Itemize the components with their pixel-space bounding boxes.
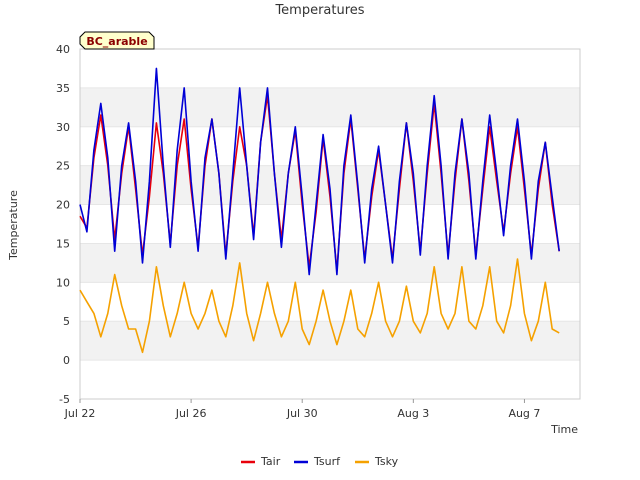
y-tick-label: 0 bbox=[63, 354, 70, 367]
grid-band bbox=[80, 360, 580, 399]
x-tick-label: Aug 7 bbox=[508, 407, 540, 420]
x-tick-label: Jul 30 bbox=[286, 407, 318, 420]
legend-label-tsky: Tsky bbox=[374, 455, 399, 468]
legend-label-tair: Tair bbox=[260, 455, 281, 468]
x-axis: Jul 22 Jul 26 Jul 30 Aug 3 Aug 7 bbox=[64, 399, 540, 420]
chart-title: Temperatures bbox=[274, 3, 364, 18]
grid-band bbox=[80, 282, 580, 322]
site-badge-label: BC_arable bbox=[86, 35, 147, 48]
grid-bands bbox=[80, 49, 580, 400]
x-tick-label: Jul 22 bbox=[64, 407, 96, 420]
y-tick-label: 35 bbox=[56, 82, 70, 95]
y-tick-label: 20 bbox=[56, 199, 70, 212]
site-badge: BC_arable bbox=[79, 31, 155, 50]
site-badge-box bbox=[79, 31, 155, 50]
grid-band bbox=[80, 204, 580, 244]
y-tick-label: 25 bbox=[56, 160, 70, 173]
grid-band bbox=[80, 243, 580, 283]
legend: Tair Tsurf Tsky bbox=[241, 455, 399, 468]
y-tick-label: -5 bbox=[59, 393, 70, 406]
series-line-tsurf bbox=[79, 67, 560, 276]
y-tick-label: 15 bbox=[56, 237, 70, 250]
y-axis: -5 0 5 10 15 20 25 30 35 40 bbox=[56, 43, 70, 406]
grid-band bbox=[80, 49, 580, 88]
x-axis-title: Time bbox=[550, 423, 578, 436]
plot-area bbox=[79, 48, 581, 400]
series-line-tsky bbox=[79, 258, 560, 354]
y-axis-title: Temperature bbox=[7, 190, 20, 261]
y-tick-label: 40 bbox=[56, 43, 70, 56]
legend-label-tsurf: Tsurf bbox=[313, 455, 341, 468]
grid-band bbox=[80, 87, 580, 127]
y-tick-label: 10 bbox=[56, 276, 70, 289]
y-tick-label: 5 bbox=[63, 315, 70, 328]
series-layer bbox=[79, 67, 560, 354]
y-tick-label: 30 bbox=[56, 121, 70, 134]
grid-band bbox=[80, 321, 580, 361]
x-tick-label: Jul 26 bbox=[175, 407, 207, 420]
x-tick-label: Aug 3 bbox=[397, 407, 429, 420]
